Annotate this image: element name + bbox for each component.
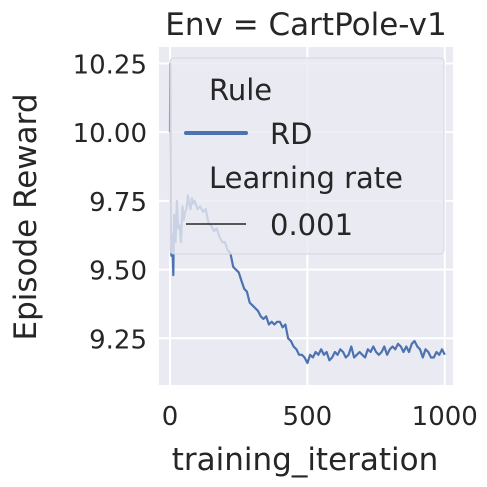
x-tick-label: 1000 <box>412 402 478 432</box>
y-axis-label: Episode Reward <box>8 93 44 340</box>
y-tick-label: 10.00 <box>73 119 147 149</box>
legend-title-rule: Rule <box>209 73 272 107</box>
y-tick-label: 9.25 <box>89 325 147 355</box>
chart-title: Env = CartPole-v1 <box>165 7 446 43</box>
y-tick-label: 9.75 <box>89 188 147 218</box>
x-axis-label: training_iteration <box>172 442 439 478</box>
legend-box <box>169 57 445 255</box>
legend-label-rd: RD <box>270 117 312 151</box>
y-tick-label: 10.25 <box>73 50 147 80</box>
legend-label-lr: 0.001 <box>270 208 353 242</box>
legend-title-learning-rate: Learning rate <box>209 161 403 195</box>
x-tick-label: 500 <box>283 402 333 432</box>
y-tick-labels: 9.25 9.50 9.75 10.00 10.25 <box>73 50 147 355</box>
x-tick-labels: 0 500 1000 <box>162 402 478 432</box>
legend: Rule RD Learning rate 0.001 <box>169 57 445 255</box>
y-tick-label: 9.50 <box>89 257 147 287</box>
x-tick-label: 0 <box>162 402 179 432</box>
